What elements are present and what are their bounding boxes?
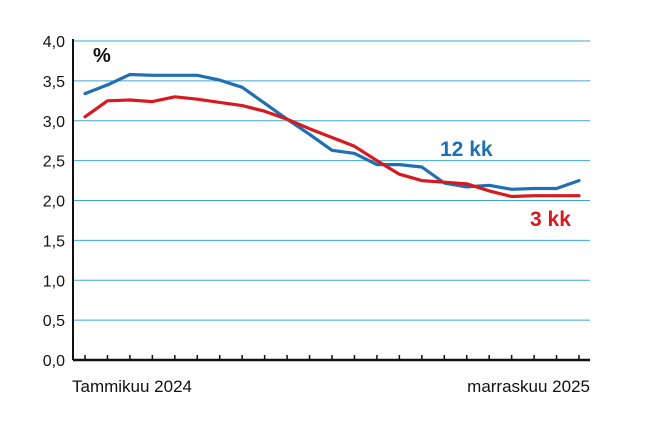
y-tick-label: 0,0 <box>43 353 65 370</box>
x-axis-end-label: marraskuu 2025 <box>467 377 590 396</box>
axes <box>72 39 590 362</box>
y-tick-label: 4,0 <box>43 34 65 51</box>
x-axis-start-label: Tammikuu 2024 <box>72 377 192 396</box>
series-line-12kk <box>83 72 581 191</box>
series-line-3kk <box>83 95 581 199</box>
x-axis-ticks <box>84 355 580 360</box>
y-tick-label: 1,5 <box>43 233 65 250</box>
y-tick-label: 3,0 <box>43 114 65 131</box>
y-tick-label: 2,5 <box>43 154 65 171</box>
y-tick-label: 0,5 <box>43 313 65 330</box>
series-label-12kk: 12 kk <box>440 138 493 161</box>
y-axis-tick-labels: 0,0 0,5 1,0 1,5 2,0 2,5 3,0 3,5 4,0 <box>43 34 65 370</box>
y-tick-label: 3,5 <box>43 74 65 91</box>
series-lines <box>83 72 581 199</box>
y-tick-label: 2,0 <box>43 194 65 211</box>
series-label-3kk: 3 kk <box>530 208 571 231</box>
y-tick-label: 1,0 <box>43 273 65 290</box>
gridlines <box>73 40 590 321</box>
unit-label: % <box>93 45 111 67</box>
